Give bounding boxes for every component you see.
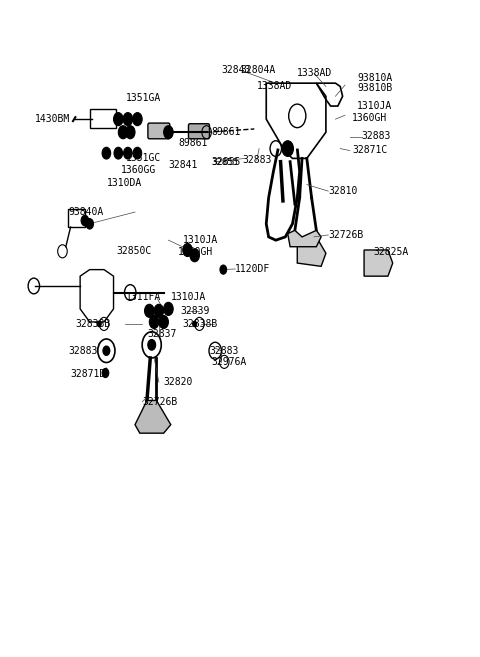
Text: 1430BM: 1430BM — [35, 114, 70, 124]
Text: 1310JA: 1310JA — [171, 292, 206, 302]
Circle shape — [190, 249, 199, 261]
Text: 93810A: 93810A — [357, 73, 392, 83]
Text: 89861: 89861 — [211, 127, 241, 137]
Text: 32883: 32883 — [242, 155, 272, 166]
Circle shape — [148, 340, 156, 350]
Text: 93810B: 93810B — [357, 83, 392, 93]
Text: 1338AD: 1338AD — [297, 68, 333, 78]
Text: 32726B: 32726B — [328, 230, 363, 240]
Text: 1338AD: 1338AD — [257, 81, 292, 91]
Circle shape — [103, 346, 110, 355]
Text: 32838B: 32838B — [75, 319, 110, 329]
Text: 1360GH: 1360GH — [352, 113, 387, 123]
Text: 32976A: 32976A — [211, 357, 247, 367]
Text: 32883: 32883 — [68, 346, 97, 355]
Circle shape — [81, 215, 89, 226]
Text: 32804A: 32804A — [240, 65, 275, 75]
Circle shape — [125, 125, 135, 139]
Text: 1310JA: 1310JA — [183, 235, 218, 245]
Circle shape — [149, 315, 159, 328]
Circle shape — [164, 302, 173, 315]
Text: 32841: 32841 — [168, 160, 198, 170]
Text: 32855: 32855 — [211, 158, 238, 167]
Text: 93840A: 93840A — [68, 207, 104, 217]
Circle shape — [118, 125, 128, 139]
Polygon shape — [364, 250, 393, 276]
Text: 32837: 32837 — [147, 329, 176, 340]
Circle shape — [123, 112, 132, 125]
Text: 89861: 89861 — [178, 138, 207, 148]
Text: 1310JA: 1310JA — [357, 101, 392, 111]
Polygon shape — [297, 237, 326, 266]
Text: 32871C: 32871C — [352, 145, 387, 155]
Circle shape — [102, 147, 111, 159]
Text: 32883: 32883 — [209, 346, 239, 355]
Circle shape — [154, 304, 164, 317]
Circle shape — [144, 304, 154, 317]
Circle shape — [164, 125, 173, 139]
Text: 32850C: 32850C — [116, 246, 151, 256]
Circle shape — [97, 321, 101, 327]
Circle shape — [193, 321, 197, 327]
Text: 1360GG: 1360GG — [120, 165, 156, 175]
Circle shape — [220, 265, 227, 274]
Circle shape — [123, 147, 132, 159]
Polygon shape — [135, 401, 171, 433]
Text: 1351GA: 1351GA — [125, 93, 161, 102]
Polygon shape — [288, 231, 321, 247]
Text: 1311FA: 1311FA — [125, 292, 161, 302]
Text: 32726B: 32726B — [142, 397, 178, 407]
Circle shape — [183, 244, 192, 256]
Text: 32871D: 32871D — [71, 369, 106, 379]
Text: 32883: 32883 — [362, 131, 391, 141]
Text: 32843: 32843 — [221, 65, 250, 75]
Text: 32838B: 32838B — [183, 319, 218, 329]
Text: 1360GH: 1360GH — [178, 247, 213, 257]
Circle shape — [282, 141, 293, 156]
Text: 1310DA: 1310DA — [107, 177, 142, 188]
Text: 32839: 32839 — [180, 306, 210, 316]
FancyBboxPatch shape — [148, 123, 170, 139]
Circle shape — [102, 369, 109, 378]
Circle shape — [114, 112, 123, 125]
Circle shape — [132, 112, 142, 125]
Text: 32855: 32855 — [211, 157, 241, 168]
Text: 32820: 32820 — [164, 377, 193, 387]
Circle shape — [133, 147, 142, 159]
Circle shape — [86, 219, 94, 229]
FancyBboxPatch shape — [189, 124, 209, 139]
Text: 32825A: 32825A — [373, 247, 409, 257]
Text: 32810: 32810 — [328, 186, 358, 196]
Circle shape — [159, 315, 168, 328]
Circle shape — [114, 147, 122, 159]
Text: 1120DF: 1120DF — [235, 264, 270, 274]
Text: 1351GC: 1351GC — [125, 153, 161, 164]
